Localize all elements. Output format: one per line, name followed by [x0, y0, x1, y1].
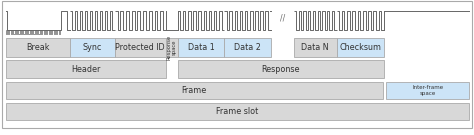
Bar [70, 38, 115, 57]
Bar [115, 38, 166, 57]
Text: Data 2: Data 2 [234, 43, 261, 52]
Bar [6, 82, 383, 99]
Text: Frame slot: Frame slot [216, 107, 259, 116]
Text: Response
space: Response space [166, 35, 177, 60]
Text: //: // [280, 13, 285, 22]
Text: Break: Break [26, 43, 49, 52]
Text: Checksum: Checksum [339, 43, 381, 52]
Text: Frame: Frame [182, 86, 207, 95]
Text: Data 1: Data 1 [188, 43, 214, 52]
Bar [166, 38, 178, 57]
Bar [386, 82, 469, 99]
Bar [294, 38, 337, 57]
Bar [178, 60, 384, 78]
Bar [224, 38, 271, 57]
Bar [178, 38, 224, 57]
Bar [337, 38, 384, 57]
Bar [6, 38, 70, 57]
Text: Inter-frame
space: Inter-frame space [412, 85, 443, 96]
Text: Sync: Sync [82, 43, 102, 52]
Text: Data N: Data N [301, 43, 329, 52]
Bar [6, 103, 469, 120]
Text: Protected ID: Protected ID [116, 43, 165, 52]
Text: Header: Header [71, 65, 100, 74]
Bar [6, 60, 166, 78]
Text: Response: Response [262, 65, 300, 74]
